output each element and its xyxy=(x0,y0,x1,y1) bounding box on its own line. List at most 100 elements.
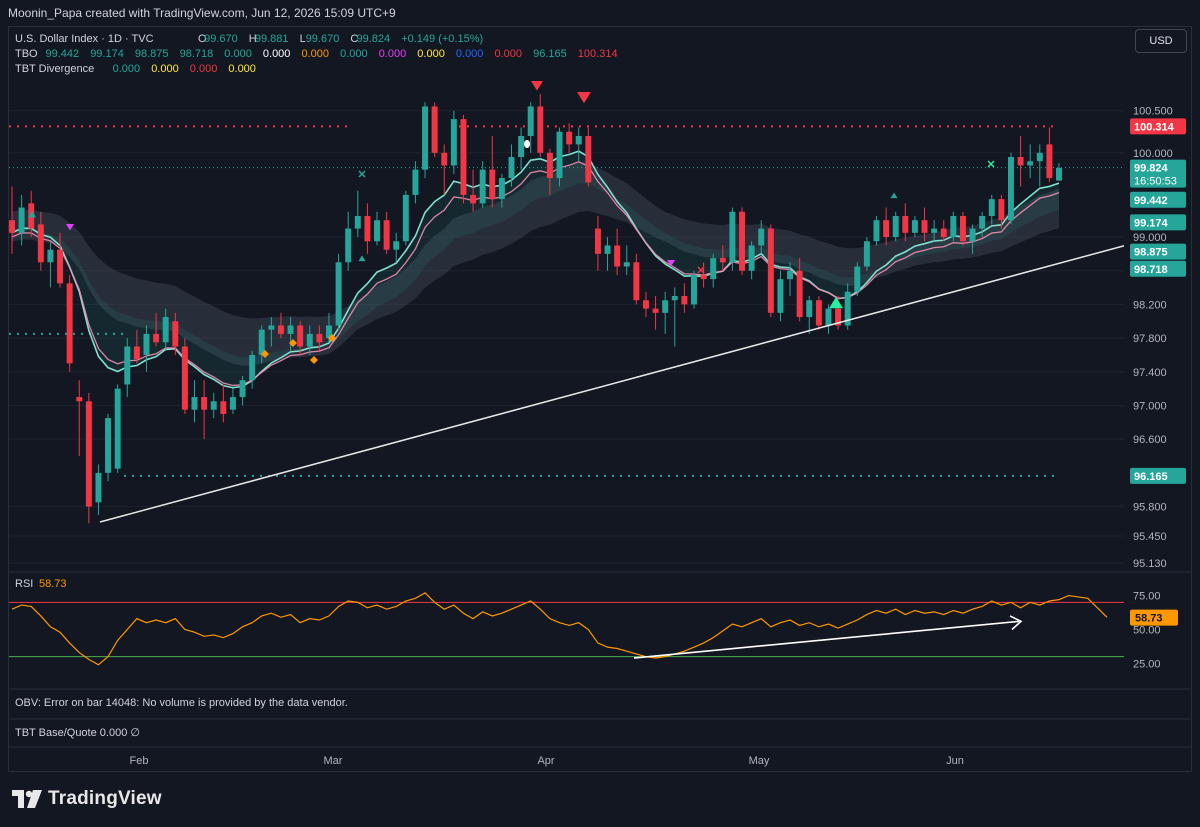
ohlc-value: 99.670 xyxy=(306,33,340,45)
candle xyxy=(162,308,169,351)
candle-body xyxy=(806,300,813,318)
candle-body xyxy=(105,418,112,473)
candle-body xyxy=(470,194,477,204)
candle-body xyxy=(671,295,678,301)
candle-body xyxy=(47,249,54,263)
candle-body xyxy=(642,300,649,309)
candle xyxy=(1017,135,1024,187)
candle-body xyxy=(239,380,246,398)
candle xyxy=(671,287,678,347)
diamond-marker xyxy=(261,350,269,358)
price-badge-label: 98.718 xyxy=(1134,264,1168,276)
candle-body xyxy=(815,300,822,326)
cross-marker xyxy=(358,170,366,178)
tbo-value: 0.000 xyxy=(379,48,407,60)
candle xyxy=(691,270,697,309)
chart-frame[interactable]: 100.500100.00099.00098.60098.20097.80097… xyxy=(8,26,1192,772)
candle xyxy=(940,220,947,242)
sell-signal-marker xyxy=(531,81,543,91)
candle-body xyxy=(489,169,496,200)
tbo-value: 0.000 xyxy=(417,48,445,60)
candle xyxy=(364,203,371,254)
price-badge: 98.875 xyxy=(1130,243,1186,260)
candle xyxy=(681,283,688,313)
candle xyxy=(18,194,25,246)
candle xyxy=(546,148,553,195)
legend: U.S. Dollar Index · 1D · TVC O99.670 H99… xyxy=(15,33,618,75)
obv-error-message: OBV: Error on bar 14048: No volume is pr… xyxy=(15,697,348,709)
candle xyxy=(537,93,544,158)
candle xyxy=(124,338,131,398)
time-tick-label: Mar xyxy=(324,755,343,767)
price-axis[interactable]: 100.500100.00099.00098.60098.20097.80097… xyxy=(1124,27,1191,771)
candle xyxy=(566,123,573,153)
price-tick-label: 95.450 xyxy=(1133,531,1167,543)
candle xyxy=(85,392,92,524)
candle xyxy=(66,274,73,372)
candle-body xyxy=(181,346,188,410)
time-axis[interactable]: Feb Mar Apr May Jun xyxy=(9,746,1191,767)
candle-body xyxy=(921,220,928,233)
price-tick-label: 100.500 xyxy=(1133,106,1173,118)
candle-body xyxy=(1007,157,1014,221)
grid xyxy=(9,110,1124,564)
candle-body xyxy=(527,106,534,136)
candle-body xyxy=(364,215,371,242)
candle xyxy=(883,207,890,246)
candle-body xyxy=(1036,152,1043,162)
ohlc-value: 99.881 xyxy=(255,33,289,45)
trendline[interactable] xyxy=(99,244,1128,523)
candle xyxy=(758,220,765,254)
candle-body xyxy=(383,220,390,250)
tradingview-logo-icon xyxy=(12,789,42,808)
ohlc-key: L xyxy=(300,33,306,45)
chart-svg[interactable]: 100.500100.00099.00098.60098.20097.80097… xyxy=(9,27,1191,771)
candle-body xyxy=(57,249,64,284)
candle-body xyxy=(133,346,140,360)
price-badge: 99.442 xyxy=(1130,191,1186,208)
candle-body xyxy=(710,258,717,280)
candle xyxy=(508,144,515,187)
rsi-pane[interactable]: RSI 58.73 75.00 50.00 25.00 58.73 OBV: Error o… xyxy=(9,571,1191,739)
price-badge: 99.174 xyxy=(1130,214,1186,231)
brand-logo[interactable]: TradingView xyxy=(12,788,162,810)
candle xyxy=(854,262,861,296)
candle xyxy=(268,317,275,347)
currency-button[interactable]: USD xyxy=(1135,29,1187,53)
brand-name: TradingView xyxy=(48,788,162,809)
candle xyxy=(1007,152,1014,225)
price-badge-bg xyxy=(1130,191,1186,208)
candle xyxy=(258,325,265,364)
rsi-divergence-arrow xyxy=(633,620,1020,659)
tbo-value: 0.000 xyxy=(456,48,484,60)
candle xyxy=(652,295,659,330)
candle-body xyxy=(460,119,467,195)
candle-body xyxy=(585,135,592,183)
candle-body xyxy=(748,245,755,271)
candle xyxy=(470,169,477,212)
candle-body xyxy=(9,220,15,233)
price-badge-label: 98.875 xyxy=(1134,247,1168,259)
candle xyxy=(287,317,294,351)
candle-body xyxy=(537,106,544,153)
candle-body xyxy=(422,106,429,170)
candles[interactable] xyxy=(9,93,1062,524)
candle xyxy=(700,262,707,288)
candle xyxy=(95,464,102,515)
candle-body xyxy=(431,106,438,153)
candle xyxy=(911,215,918,238)
candle xyxy=(594,215,601,271)
candle xyxy=(460,114,467,204)
candle xyxy=(249,350,256,389)
candle xyxy=(297,321,304,355)
candle-body xyxy=(229,397,236,410)
candle xyxy=(642,291,649,318)
candle-body xyxy=(220,401,227,414)
candle-body xyxy=(863,241,870,267)
candle-body xyxy=(566,131,573,145)
rsi-badge-bg xyxy=(1130,609,1178,626)
candle-body xyxy=(277,325,284,334)
candle xyxy=(450,110,457,174)
price-badge-countdown: 16:50:53 xyxy=(1134,176,1177,188)
